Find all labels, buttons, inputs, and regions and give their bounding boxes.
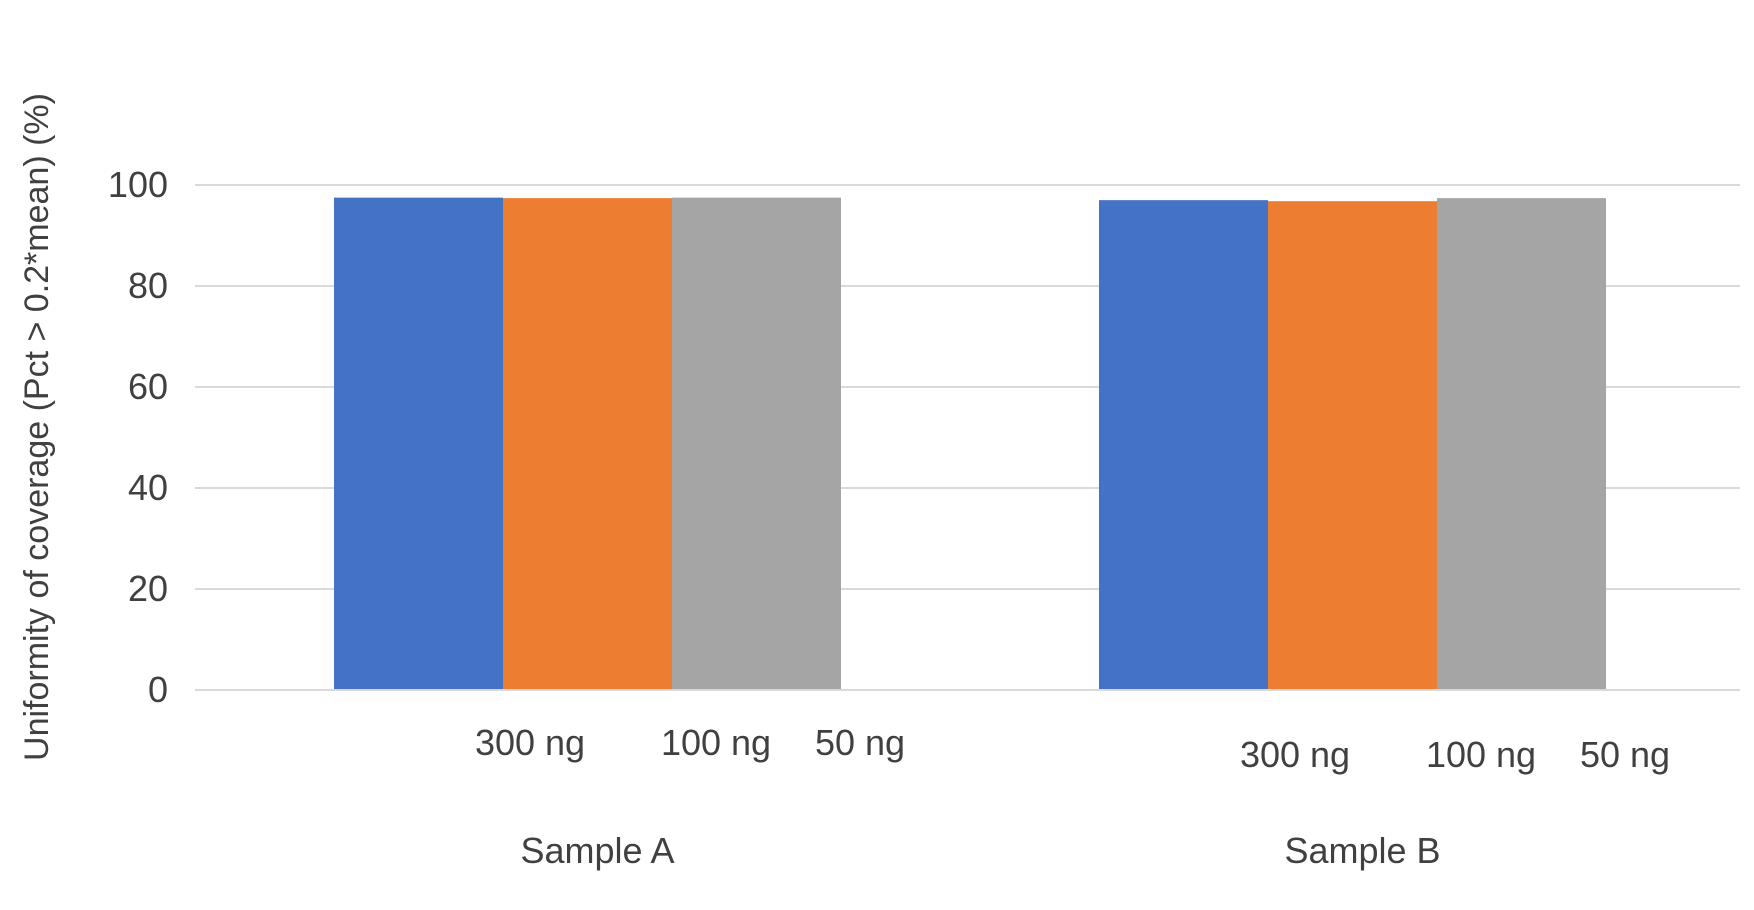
bar-labels: 300 ng 100 ng 50 ng 300 ng 100 ng 50 ng — [475, 722, 1670, 775]
category-label: Sample A — [520, 830, 674, 871]
bar — [503, 198, 672, 690]
bar-label: 100 ng — [661, 722, 771, 763]
bar-label: 300 ng — [475, 722, 585, 763]
y-tick-label: 80 — [128, 265, 168, 306]
y-axis-ticks: 0 20 40 60 80 100 — [108, 164, 168, 710]
bar — [672, 197, 841, 690]
y-tick-label: 100 — [108, 164, 168, 205]
y-tick-label: 60 — [128, 366, 168, 407]
bar-label: 300 ng — [1240, 734, 1350, 775]
y-tick-label: 20 — [128, 568, 168, 609]
y-tick-label: 40 — [128, 467, 168, 508]
bar — [1268, 201, 1437, 690]
category-label: Sample B — [1284, 830, 1440, 871]
bar — [1437, 198, 1606, 690]
bar — [334, 197, 503, 690]
bar-label: 50 ng — [815, 722, 905, 763]
bars — [334, 197, 1606, 690]
y-tick-label: 0 — [148, 669, 168, 710]
bar-label: 50 ng — [1580, 734, 1670, 775]
category-labels: Sample A Sample B — [520, 830, 1440, 871]
bar-label: 100 ng — [1426, 734, 1536, 775]
bar — [1099, 200, 1268, 690]
y-axis-label: Uniformity of coverage (Pct > 0.2*mean) … — [18, 93, 56, 761]
